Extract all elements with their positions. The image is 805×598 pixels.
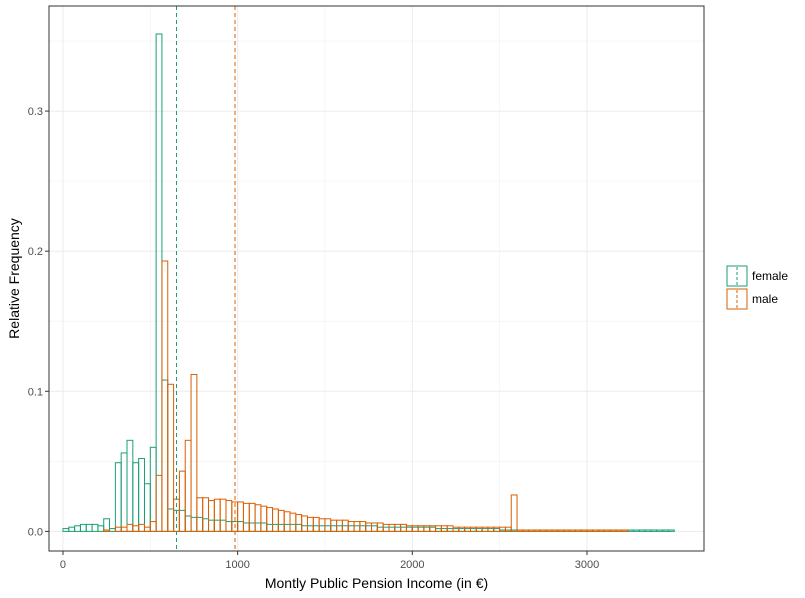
legend: female male bbox=[726, 265, 788, 310]
y-axis-title: Relative Frequency bbox=[6, 218, 22, 339]
male-bar bbox=[190, 373, 198, 532]
female-legend-label: female bbox=[752, 269, 788, 283]
x-tick-label: 2000 bbox=[400, 559, 424, 571]
y-tick-label: 0.1 bbox=[28, 386, 43, 398]
male-legend-key bbox=[726, 288, 748, 310]
histogram-bars bbox=[62, 33, 675, 532]
panel-background bbox=[49, 6, 704, 551]
female-bar bbox=[667, 529, 675, 532]
x-axis-ticks: 0 1000 2000 3000 bbox=[60, 551, 599, 571]
y-axis-ticks: 0.0 0.1 0.2 0.3 bbox=[28, 106, 49, 538]
female-legend-key bbox=[726, 265, 748, 287]
male-legend-label: male bbox=[752, 292, 778, 306]
x-tick-label: 1000 bbox=[225, 559, 249, 571]
x-tick-label: 0 bbox=[60, 559, 66, 571]
male-bar bbox=[621, 529, 629, 532]
y-tick-label: 0.2 bbox=[28, 246, 43, 258]
panel-border bbox=[48, 5, 705, 552]
male-bar bbox=[167, 383, 175, 532]
male-bar bbox=[510, 494, 518, 532]
y-tick-label: 0.3 bbox=[28, 106, 43, 118]
male-bar bbox=[103, 529, 111, 532]
minor-gridlines bbox=[49, 6, 704, 551]
y-tick-label: 0.0 bbox=[28, 526, 43, 538]
x-axis-title: Montly Public Pension Income (in €) bbox=[265, 575, 488, 591]
x-tick-label: 3000 bbox=[575, 559, 599, 571]
